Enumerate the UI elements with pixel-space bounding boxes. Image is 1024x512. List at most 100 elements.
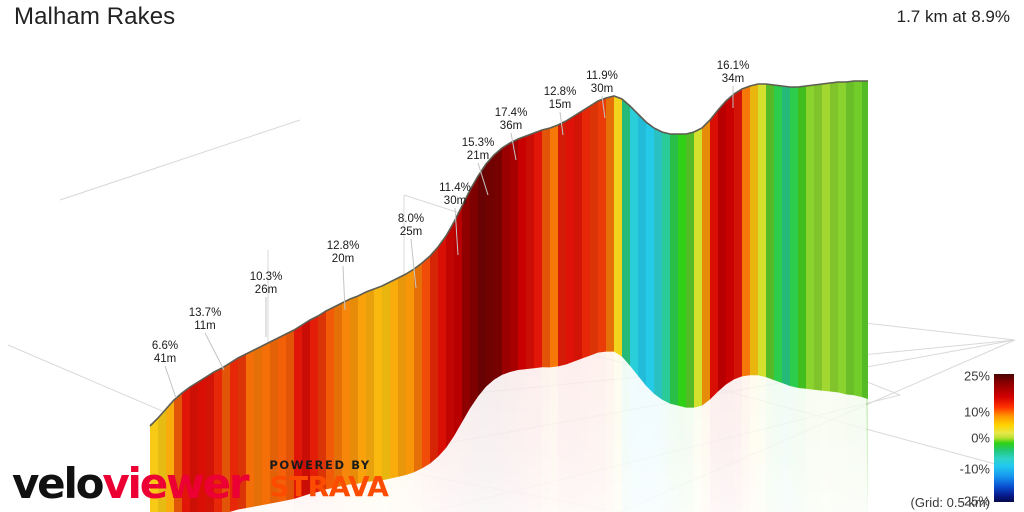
segment-gradient: 11.9%	[586, 70, 618, 82]
gradient-band	[798, 86, 806, 389]
gradient-band	[422, 256, 430, 469]
gradient-band	[678, 134, 686, 408]
gradient-band	[670, 134, 678, 406]
gradient-band	[238, 354, 246, 510]
leader-line	[164, 365, 177, 399]
gradient-band	[438, 236, 446, 457]
segment-gradient: 15.3%	[461, 137, 495, 149]
segment-length: 25m	[399, 225, 423, 238]
gradient-band	[198, 377, 206, 512]
segment-annotation: 10.3% 26m	[250, 271, 283, 296]
gradient-band	[462, 190, 470, 423]
gradient-band	[662, 132, 670, 404]
gradient-band	[190, 382, 198, 512]
gradient-band	[558, 121, 566, 367]
gradient-legend: 25% 10% 0% -10% -25% (Grid: 0.5 km)	[878, 368, 1018, 510]
gradient-band	[518, 136, 526, 371]
gradient-band	[766, 84, 774, 381]
gradient-band	[454, 206, 462, 437]
grid-line	[59, 119, 301, 201]
segment-length: 41m	[153, 352, 177, 365]
gradient-band	[638, 114, 646, 386]
gradient-colorbar	[994, 374, 1014, 502]
segment-length: 30m	[590, 82, 614, 95]
gradient-band	[758, 84, 766, 378]
segment-annotation: 11.4% 30m	[439, 182, 471, 207]
gradient-band	[246, 350, 254, 509]
gradient-band	[350, 296, 358, 485]
leader-line	[454, 207, 459, 256]
gradient-band	[406, 269, 414, 476]
legend-tick-2: 0%	[971, 430, 990, 446]
gradient-band	[334, 303, 342, 488]
segment-gradient: 6.6%	[151, 340, 179, 352]
velo-text: velo	[12, 459, 105, 508]
gradient-band	[182, 387, 190, 512]
gradient-band	[478, 164, 486, 397]
segment-length: 15m	[548, 98, 572, 111]
gradient-band	[206, 372, 214, 512]
gradient-band	[550, 125, 558, 368]
veloviewer-wordmark: veloviewer	[12, 463, 250, 505]
viewer-text: viewer	[102, 459, 249, 508]
gradient-band	[622, 99, 630, 366]
legend-tick-4: -25%	[959, 493, 990, 509]
gradient-band	[726, 94, 734, 385]
gradient-band	[734, 89, 742, 380]
segment-annotation: 15.3% 21m	[462, 137, 495, 162]
gradient-band	[262, 342, 270, 506]
segment-annotation: 13.7% 11m	[189, 307, 222, 332]
segment-length: 26m	[254, 283, 278, 296]
gradient-wall-bands	[150, 81, 868, 512]
gradient-band	[494, 148, 502, 380]
segment-length: 34m	[721, 72, 745, 85]
segment-gradient: 10.3%	[249, 271, 283, 283]
gradient-band	[510, 139, 518, 372]
gradient-band	[686, 132, 694, 408]
segment-gradient: 11.4%	[439, 182, 471, 194]
segment-gradient: 8.0%	[397, 213, 425, 225]
segment-annotation: 16.1% 34m	[717, 60, 750, 85]
gradient-band	[838, 82, 846, 395]
gradient-band	[390, 278, 398, 479]
summary-stat: 1.7 km at 8.9%	[896, 7, 1010, 26]
leader-line	[477, 162, 489, 196]
ridge-line	[149, 80, 868, 427]
segment-annotation: 12.8% 15m	[544, 86, 577, 111]
gradient-band	[590, 101, 598, 356]
gradient-band	[862, 81, 868, 399]
annotation-leader-lines	[164, 86, 734, 399]
segment-annotation: 12.8% 20m	[327, 240, 360, 265]
gradient-band	[358, 292, 366, 484]
gradient-band	[254, 346, 262, 507]
leader-line	[601, 95, 606, 119]
gradient-band	[302, 320, 310, 497]
segment-annotation: 11.9% 30m	[586, 70, 618, 95]
segment-annotation: 6.6% 41m	[152, 340, 178, 365]
gradient-band	[822, 83, 830, 392]
gradient-band	[382, 282, 390, 481]
segment-length: 11m	[194, 319, 216, 332]
leader-line	[342, 265, 346, 311]
gradient-band	[782, 86, 790, 386]
gradient-band	[702, 120, 710, 406]
gradient-band	[414, 263, 422, 473]
gradient-band	[598, 98, 606, 353]
gradient-band	[166, 400, 174, 512]
segment-length: 30m	[443, 194, 467, 207]
segment-annotation: 17.4% 36m	[495, 107, 528, 132]
gradient-band	[566, 116, 574, 365]
segment-length: 20m	[331, 252, 355, 265]
powered-by-label: POWERED BY	[269, 458, 371, 472]
segment-gradient: 17.4%	[494, 107, 528, 119]
gradient-band	[174, 393, 182, 512]
gradient-band	[294, 325, 302, 499]
segment-gradient: 13.7%	[188, 307, 222, 319]
page-title: Malham Rakes	[14, 3, 176, 30]
gradient-band	[646, 122, 654, 394]
gradient-band	[846, 81, 854, 396]
gradient-band	[854, 81, 862, 398]
legend-tick-1: 10%	[963, 404, 990, 420]
